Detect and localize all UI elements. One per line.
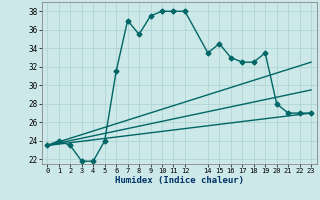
X-axis label: Humidex (Indice chaleur): Humidex (Indice chaleur) xyxy=(115,176,244,185)
